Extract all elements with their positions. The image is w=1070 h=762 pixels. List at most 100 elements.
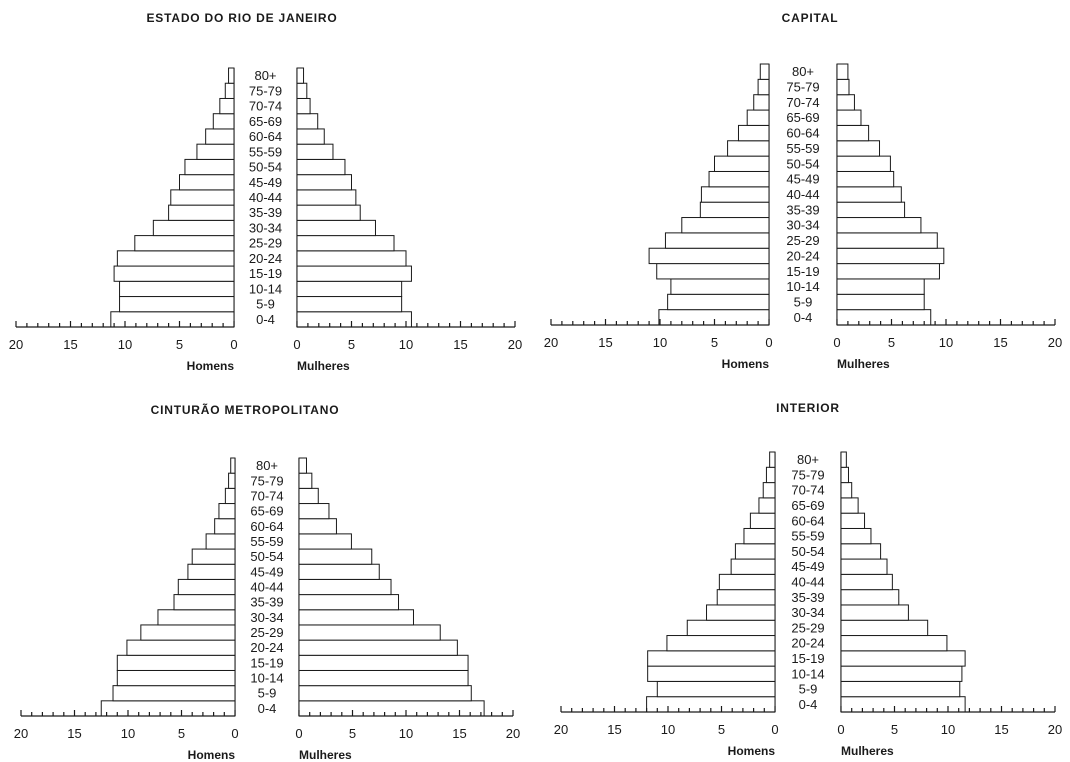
age-label-45-49: 45-49 bbox=[250, 564, 283, 579]
bar-mulheres-50-54 bbox=[298, 548, 373, 565]
bar-homens-70-74 bbox=[753, 94, 770, 111]
panel-title: ESTADO DO RIO DE JANEIRO bbox=[147, 11, 338, 25]
bar-homens-5-9 bbox=[667, 293, 770, 311]
mulheres-axis-label: Mulheres bbox=[299, 748, 352, 762]
bar-homens-75-79 bbox=[228, 472, 236, 489]
bar-mulheres-35-39 bbox=[298, 594, 400, 611]
panel-title: INTERIOR bbox=[776, 401, 840, 415]
bar-mulheres-60-64 bbox=[836, 124, 870, 142]
bar-homens-25-29 bbox=[686, 619, 776, 637]
bar-homens-30-34 bbox=[681, 217, 770, 234]
left-tick-label: 20 bbox=[554, 722, 568, 737]
age-label-0-4: 0-4 bbox=[799, 697, 818, 712]
age-label-20-24: 20-24 bbox=[250, 640, 283, 655]
right-tick-label: 0 bbox=[293, 337, 300, 352]
bar-mulheres-75-79 bbox=[296, 82, 308, 99]
age-label-70-74: 70-74 bbox=[791, 483, 824, 498]
mulheres-axis-label: Mulheres bbox=[837, 357, 890, 371]
bar-homens-10-14 bbox=[670, 278, 770, 295]
left-tick-label: 5 bbox=[176, 337, 183, 352]
bar-homens-25-29 bbox=[140, 624, 236, 641]
bar-homens-50-54 bbox=[184, 158, 235, 176]
homens-axis-label: Homens bbox=[187, 359, 235, 373]
bar-homens-70-74 bbox=[219, 97, 235, 115]
bar-homens-75-79 bbox=[224, 82, 235, 99]
left-tick-label: 5 bbox=[711, 335, 718, 350]
bar-mulheres-5-9 bbox=[840, 680, 961, 698]
bar-mulheres-0-4 bbox=[296, 311, 412, 328]
age-label-10-14: 10-14 bbox=[249, 281, 282, 296]
age-label-25-29: 25-29 bbox=[786, 233, 819, 248]
bar-homens-5-9 bbox=[119, 296, 235, 313]
left-tick-label: 0 bbox=[765, 335, 772, 350]
age-label-30-34: 30-34 bbox=[791, 605, 824, 620]
age-label-55-59: 55-59 bbox=[791, 529, 824, 544]
age-label-55-59: 55-59 bbox=[786, 141, 819, 156]
bar-homens-25-29 bbox=[134, 235, 235, 252]
left-tick-label: 10 bbox=[661, 722, 675, 737]
age-label-35-39: 35-39 bbox=[791, 590, 824, 605]
right-tick-label: 10 bbox=[399, 337, 413, 352]
age-label-80+: 80+ bbox=[792, 64, 814, 79]
right-tick-label: 15 bbox=[452, 726, 466, 741]
bar-mulheres-0-4 bbox=[298, 700, 485, 717]
bar-homens-40-44 bbox=[177, 578, 236, 596]
bar-mulheres-65-69 bbox=[296, 113, 319, 130]
age-label-20-24: 20-24 bbox=[786, 248, 819, 263]
age-label-30-34: 30-34 bbox=[786, 218, 819, 233]
bar-mulheres-30-34 bbox=[840, 604, 909, 621]
age-label-65-69: 65-69 bbox=[786, 110, 819, 125]
age-label-80+: 80+ bbox=[797, 452, 819, 467]
age-label-65-69: 65-69 bbox=[791, 498, 824, 513]
bar-mulheres-80+ bbox=[298, 457, 307, 474]
bar-mulheres-65-69 bbox=[836, 109, 862, 126]
bar-mulheres-70-74 bbox=[296, 97, 311, 115]
bar-mulheres-50-54 bbox=[296, 158, 346, 176]
bar-mulheres-0-4 bbox=[836, 309, 932, 326]
age-label-60-64: 60-64 bbox=[249, 129, 282, 144]
age-label-35-39: 35-39 bbox=[249, 205, 282, 220]
bar-mulheres-60-64 bbox=[296, 128, 325, 145]
bar-mulheres-25-29 bbox=[298, 624, 441, 641]
age-label-0-4: 0-4 bbox=[258, 701, 277, 716]
bar-homens-75-79 bbox=[757, 78, 770, 96]
age-label-20-24: 20-24 bbox=[249, 251, 282, 266]
bar-homens-25-29 bbox=[664, 232, 770, 249]
bar-mulheres-10-14 bbox=[298, 669, 469, 687]
bar-mulheres-25-29 bbox=[840, 619, 929, 637]
bar-homens-65-69 bbox=[218, 503, 236, 520]
bar-homens-65-69 bbox=[746, 109, 770, 126]
left-tick-label: 20 bbox=[14, 726, 28, 741]
bar-mulheres-75-79 bbox=[836, 78, 850, 96]
panel-title: CAPITAL bbox=[782, 11, 839, 25]
age-label-20-24: 20-24 bbox=[791, 636, 824, 651]
age-label-10-14: 10-14 bbox=[791, 666, 824, 681]
age-label-75-79: 75-79 bbox=[250, 473, 283, 488]
right-tick-label: 20 bbox=[1048, 335, 1062, 350]
right-tick-label: 15 bbox=[993, 335, 1007, 350]
homens-axis-label: Homens bbox=[728, 744, 776, 758]
bar-homens-70-74 bbox=[224, 487, 236, 505]
age-label-15-19: 15-19 bbox=[786, 264, 819, 279]
bar-homens-70-74 bbox=[762, 482, 776, 499]
age-label-15-19: 15-19 bbox=[250, 655, 283, 670]
bar-mulheres-25-29 bbox=[296, 235, 395, 252]
bar-mulheres-20-24 bbox=[298, 639, 458, 656]
left-tick-label: 15 bbox=[598, 335, 612, 350]
bar-mulheres-15-19 bbox=[836, 263, 940, 280]
bar-homens-60-64 bbox=[214, 518, 236, 535]
age-label-60-64: 60-64 bbox=[250, 519, 283, 534]
bar-homens-35-39 bbox=[716, 589, 776, 606]
bar-mulheres-0-4 bbox=[840, 696, 966, 713]
pyramid-panel-estado: ESTADO DO RIO DE JANEIRO 0-45-910-1415-19… bbox=[9, 11, 522, 373]
bar-homens-30-34 bbox=[152, 219, 235, 237]
right-tick-label: 20 bbox=[1048, 722, 1062, 737]
left-tick-label: 20 bbox=[544, 335, 558, 350]
bar-homens-40-44 bbox=[718, 573, 776, 591]
age-label-40-44: 40-44 bbox=[791, 575, 824, 590]
left-tick-label: 0 bbox=[230, 337, 237, 352]
bar-homens-20-24 bbox=[116, 250, 235, 267]
age-label-5-9: 5-9 bbox=[258, 686, 277, 701]
bar-homens-5-9 bbox=[112, 685, 236, 702]
bar-mulheres-75-79 bbox=[298, 472, 313, 489]
